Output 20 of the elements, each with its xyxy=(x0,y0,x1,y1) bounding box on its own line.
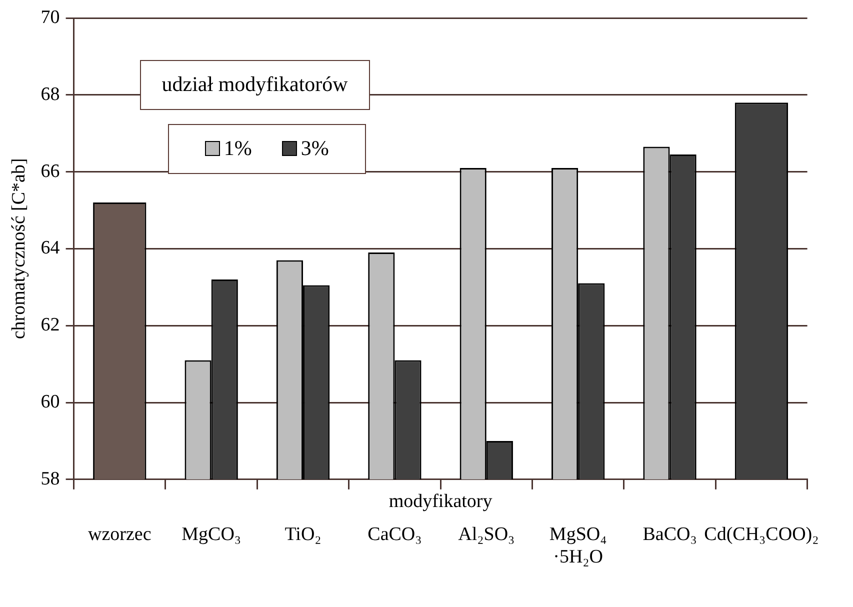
legend-label: 3% xyxy=(300,136,329,162)
y-tick-label: 64 xyxy=(40,238,60,259)
x-tick-label: Al₂SO₃ xyxy=(458,524,515,545)
x-tick-label: TiO₂ xyxy=(284,524,322,545)
x-tick-label: wzorzec xyxy=(88,524,152,545)
y-tick-label: 60 xyxy=(40,391,60,412)
y-axis-title: chromatyczność [C*ab] xyxy=(8,158,30,340)
y-tick-label: 68 xyxy=(40,84,60,105)
x-tick-label: Cd(CH₃COO)₂ xyxy=(704,524,819,545)
x-tick-label: MgSO₄ ·5H₂O xyxy=(549,524,607,568)
x-axis-title: modyfikatory xyxy=(388,491,492,514)
x-tick-label: CaCO₃ xyxy=(368,524,422,545)
x-tick-label: MgCO₃ xyxy=(182,524,242,545)
y-tick-label: 66 xyxy=(40,160,60,182)
y-tick-label: 70 xyxy=(40,6,60,28)
legend-title: udział modyfikatorów xyxy=(140,60,370,110)
y-tick-label: 58 xyxy=(40,468,60,490)
y-tick-label: 62 xyxy=(40,314,60,336)
legend-label: 1% xyxy=(224,136,252,162)
x-tick-label: BaCO₃ xyxy=(642,524,697,545)
